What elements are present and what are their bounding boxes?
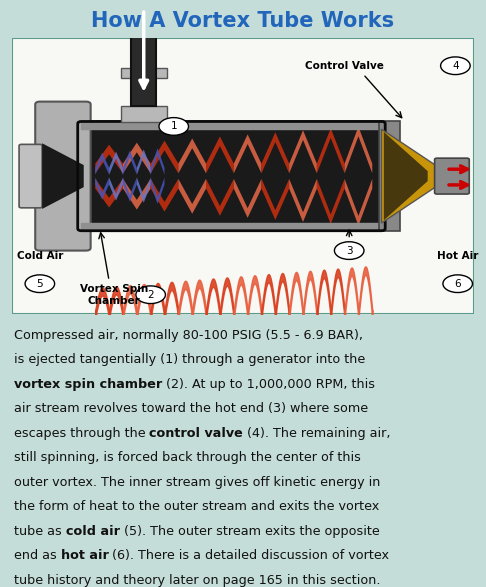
Polygon shape [123, 143, 151, 173]
Circle shape [136, 286, 165, 303]
Polygon shape [178, 179, 206, 214]
Text: is ejected tangentially (1) through a generator into the: is ejected tangentially (1) through a ge… [14, 353, 365, 366]
Text: escapes through the: escapes through the [14, 427, 149, 440]
Polygon shape [123, 150, 137, 175]
Polygon shape [109, 151, 123, 175]
Circle shape [443, 275, 472, 292]
Text: (6). There is a detailed discussion of vortex: (6). There is a detailed discussion of v… [108, 549, 389, 562]
Circle shape [159, 117, 189, 135]
Polygon shape [151, 140, 178, 173]
Polygon shape [123, 179, 151, 210]
Polygon shape [261, 179, 289, 220]
Polygon shape [95, 153, 109, 175]
Polygon shape [345, 179, 372, 225]
Text: tube history and theory later on page 165 in this section.: tube history and theory later on page 16… [14, 574, 380, 587]
Polygon shape [109, 177, 123, 201]
Text: end as: end as [14, 549, 61, 562]
FancyBboxPatch shape [379, 121, 400, 231]
Polygon shape [206, 179, 234, 216]
Text: control valve: control valve [149, 427, 243, 440]
Text: Cold Air: Cold Air [17, 251, 63, 261]
Circle shape [441, 57, 470, 75]
FancyBboxPatch shape [434, 158, 469, 194]
Polygon shape [178, 139, 206, 173]
Polygon shape [151, 177, 164, 204]
Circle shape [25, 275, 54, 292]
Text: tube as: tube as [14, 525, 66, 538]
Polygon shape [261, 132, 289, 173]
Text: 6: 6 [454, 279, 461, 289]
Text: hot air: hot air [61, 549, 108, 562]
FancyBboxPatch shape [121, 106, 167, 122]
FancyBboxPatch shape [19, 144, 42, 208]
Polygon shape [382, 129, 441, 223]
Text: (4). The remaining air,: (4). The remaining air, [243, 427, 391, 440]
Polygon shape [317, 128, 345, 173]
Text: cold air: cold air [66, 525, 120, 538]
Polygon shape [206, 136, 234, 173]
Polygon shape [151, 179, 178, 212]
Polygon shape [289, 130, 317, 173]
Text: 4: 4 [452, 60, 459, 71]
Text: Compressed air, normally 80-100 PSIG (5.5 - 6.9 BAR),: Compressed air, normally 80-100 PSIG (5.… [14, 329, 363, 342]
Polygon shape [137, 177, 151, 203]
Text: vortex spin chamber: vortex spin chamber [14, 378, 162, 391]
FancyBboxPatch shape [121, 68, 167, 78]
Text: 1: 1 [171, 122, 177, 131]
Polygon shape [42, 143, 84, 209]
Text: (2). At up to 1,000,000 RPM, this: (2). At up to 1,000,000 RPM, this [162, 378, 375, 391]
Polygon shape [384, 132, 428, 220]
Polygon shape [234, 134, 261, 173]
Circle shape [334, 242, 364, 259]
Polygon shape [151, 149, 164, 175]
Polygon shape [123, 177, 137, 202]
Text: 2: 2 [147, 290, 154, 300]
FancyBboxPatch shape [131, 1, 156, 106]
Text: still spinning, is forced back through the center of this: still spinning, is forced back through t… [14, 451, 361, 464]
Polygon shape [289, 179, 317, 222]
Text: Control Valve: Control Valve [305, 60, 384, 71]
Polygon shape [95, 177, 109, 200]
FancyBboxPatch shape [78, 122, 385, 231]
Polygon shape [345, 127, 372, 173]
Polygon shape [234, 179, 261, 218]
Polygon shape [95, 179, 123, 207]
FancyBboxPatch shape [35, 102, 90, 251]
Polygon shape [317, 179, 345, 224]
Text: air stream revolves toward the hot end (3) where some: air stream revolves toward the hot end (… [14, 403, 368, 416]
Polygon shape [137, 149, 151, 175]
Polygon shape [95, 145, 123, 173]
Text: outer vortex. The inner stream gives off kinetic energy in: outer vortex. The inner stream gives off… [14, 476, 380, 489]
Text: (5). The outer stream exits the opposite: (5). The outer stream exits the opposite [120, 525, 379, 538]
Text: the form of heat to the outer stream and exits the vortex: the form of heat to the outer stream and… [14, 501, 379, 514]
Text: 5: 5 [36, 279, 43, 289]
Text: How A Vortex Tube Works: How A Vortex Tube Works [91, 11, 395, 31]
Text: 3: 3 [346, 245, 352, 255]
FancyBboxPatch shape [12, 38, 474, 314]
Text: Hot Air: Hot Air [437, 251, 478, 261]
Text: Vortex Spin
Chamber: Vortex Spin Chamber [80, 284, 148, 306]
